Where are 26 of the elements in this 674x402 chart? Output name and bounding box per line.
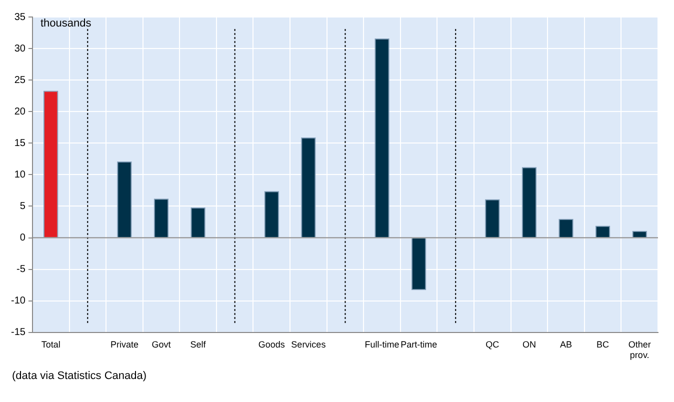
- x-tick-label: AB: [560, 339, 572, 350]
- y-axis-title: thousands: [40, 18, 92, 30]
- x-tick-label: BC: [596, 339, 610, 350]
- y-tick-label: 30: [14, 43, 26, 54]
- y-tick-label: 25: [14, 74, 26, 86]
- y-tick-label: 35: [14, 12, 26, 23]
- y-tick-label: -10: [11, 296, 26, 307]
- x-tick-label: Goods: [258, 339, 286, 350]
- x-tick-label: Govt: [152, 339, 172, 350]
- y-tick-label: 15: [14, 138, 26, 149]
- x-tick-label: Self: [190, 339, 206, 350]
- x-tick-label: QC: [486, 339, 500, 350]
- x-tick-label: Other prov.: [628, 339, 651, 360]
- text: (data via Statistics Canada): [12, 370, 148, 382]
- y-tick-label: -5: [16, 264, 26, 276]
- y-tick-label: 0: [20, 232, 26, 244]
- y-tick-label: 20: [14, 106, 26, 118]
- y-tick-label: 10: [14, 169, 26, 180]
- x-tick-label: Private: [110, 339, 138, 350]
- x-tick-label: Full-time: [364, 339, 400, 350]
- x-tick-label: Services: [291, 339, 326, 350]
- x-tick-label: Total: [41, 339, 60, 350]
- x-tick-label: Part-time: [400, 339, 438, 350]
- y-tick-label: -15: [11, 327, 26, 338]
- x-tick-label: ON: [522, 339, 536, 350]
- y-tick-label: 5: [20, 200, 26, 212]
